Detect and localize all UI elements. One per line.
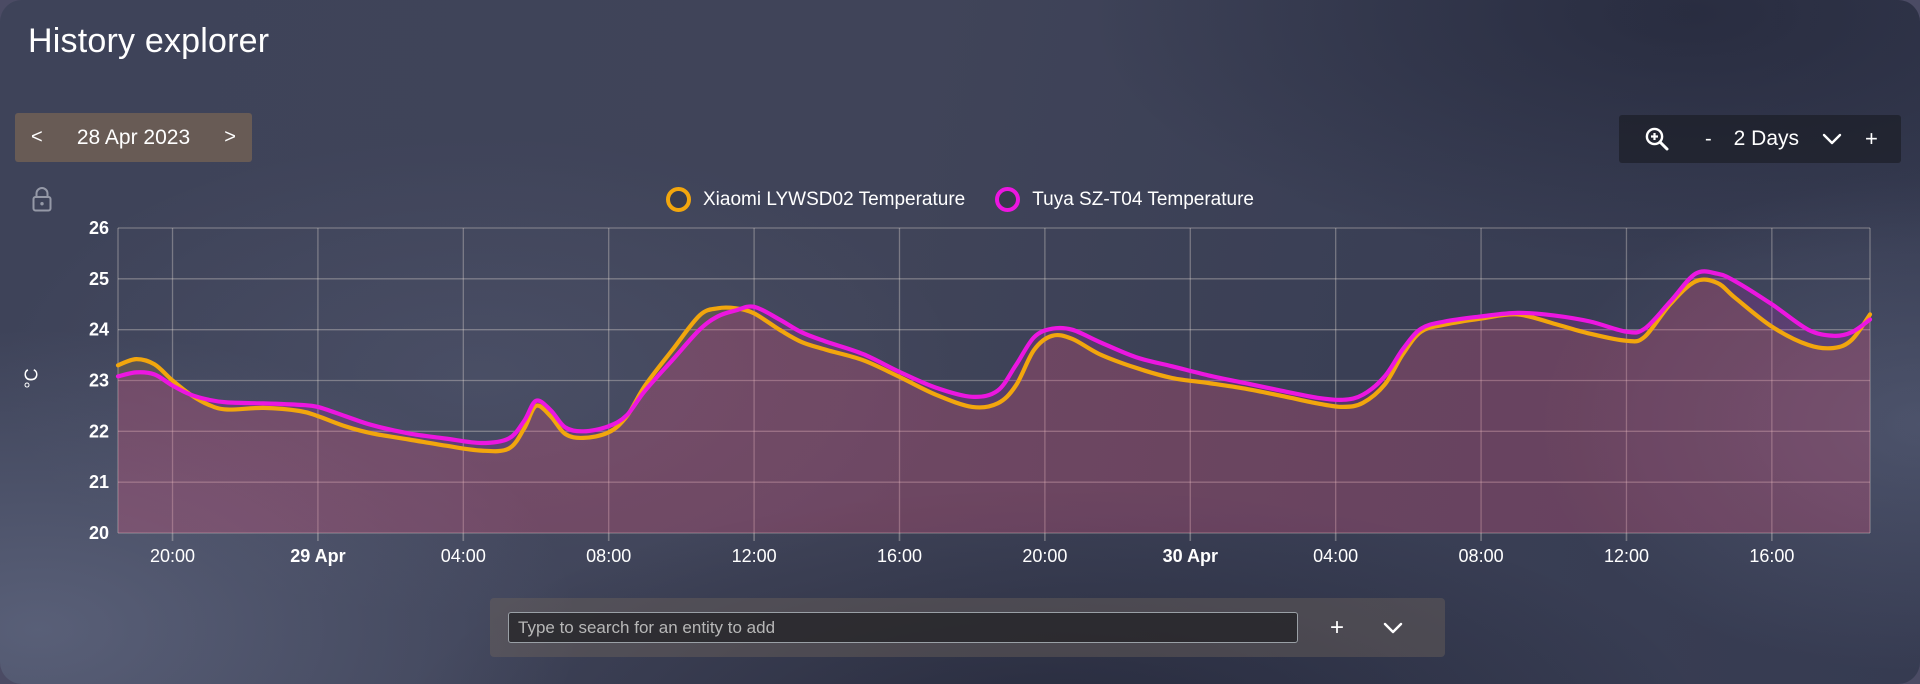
x-tick-label: 16:00 bbox=[877, 546, 922, 566]
y-tick-label: 22 bbox=[89, 421, 109, 441]
range-select-label[interactable]: 2 Days bbox=[1733, 127, 1800, 150]
zoom-in-button[interactable]: + bbox=[1865, 126, 1878, 151]
legend-item-tuya[interactable]: Tuya SZ-T04 Temperature bbox=[995, 187, 1254, 212]
x-tick-label: 30 Apr bbox=[1163, 546, 1218, 566]
add-entity-button[interactable]: + bbox=[1324, 615, 1350, 641]
chart-legend: Xiaomi LYWSD02 Temperature Tuya SZ-T04 T… bbox=[0, 187, 1920, 212]
series-area-tuya bbox=[118, 271, 1870, 533]
zoom-toolbar: - 2 Days + bbox=[1619, 115, 1901, 163]
legend-label-tuya: Tuya SZ-T04 Temperature bbox=[1032, 188, 1254, 210]
legend-label-xiaomi: Xiaomi LYWSD02 Temperature bbox=[702, 188, 966, 210]
x-tick-label: 20:00 bbox=[1022, 546, 1067, 566]
next-day-button[interactable]: > bbox=[224, 126, 236, 148]
legend-marker-tuya-icon bbox=[995, 187, 1021, 212]
x-tick-label: 20:00 bbox=[150, 546, 195, 566]
x-tick-label: 16:00 bbox=[1749, 546, 1794, 566]
y-tick-label: 25 bbox=[89, 269, 109, 289]
legend-item-xiaomi[interactable]: Xiaomi LYWSD02 Temperature bbox=[665, 187, 966, 212]
series-line-xiaomi bbox=[115, 277, 1873, 454]
y-tick-label: 26 bbox=[89, 218, 109, 238]
chevron-down-icon[interactable] bbox=[1821, 132, 1843, 146]
zoom-out-button[interactable]: - bbox=[1705, 127, 1712, 150]
x-tick-label: 08:00 bbox=[586, 546, 631, 566]
y-tick-label: 20 bbox=[89, 523, 109, 543]
x-tick-label: 08:00 bbox=[1459, 546, 1504, 566]
page-title: History explorer bbox=[28, 22, 270, 60]
y-tick-label: 21 bbox=[89, 472, 109, 492]
entity-bar-chevron-down-icon[interactable] bbox=[1376, 620, 1410, 636]
x-tick-label: 04:00 bbox=[1313, 546, 1358, 566]
date-label[interactable]: 28 Apr 2023 bbox=[76, 125, 191, 149]
y-tick-label: 24 bbox=[89, 320, 109, 340]
series-line-tuya bbox=[115, 269, 1873, 446]
x-tick-label: 12:00 bbox=[732, 546, 777, 566]
x-tick-label: 12:00 bbox=[1604, 546, 1649, 566]
lock-icon[interactable] bbox=[31, 186, 53, 218]
x-tick-label: 04:00 bbox=[441, 546, 486, 566]
legend-marker-xiaomi-icon bbox=[665, 187, 691, 212]
entity-add-bar: + bbox=[490, 598, 1445, 657]
y-tick-label: 23 bbox=[89, 371, 109, 391]
date-navigator: < 28 Apr 2023 > bbox=[15, 113, 252, 162]
entity-search-input[interactable] bbox=[508, 612, 1298, 643]
x-tick-label: 29 Apr bbox=[290, 546, 345, 566]
zoom-in-magnifier-icon[interactable] bbox=[1643, 125, 1671, 153]
prev-day-button[interactable]: < bbox=[31, 126, 43, 148]
